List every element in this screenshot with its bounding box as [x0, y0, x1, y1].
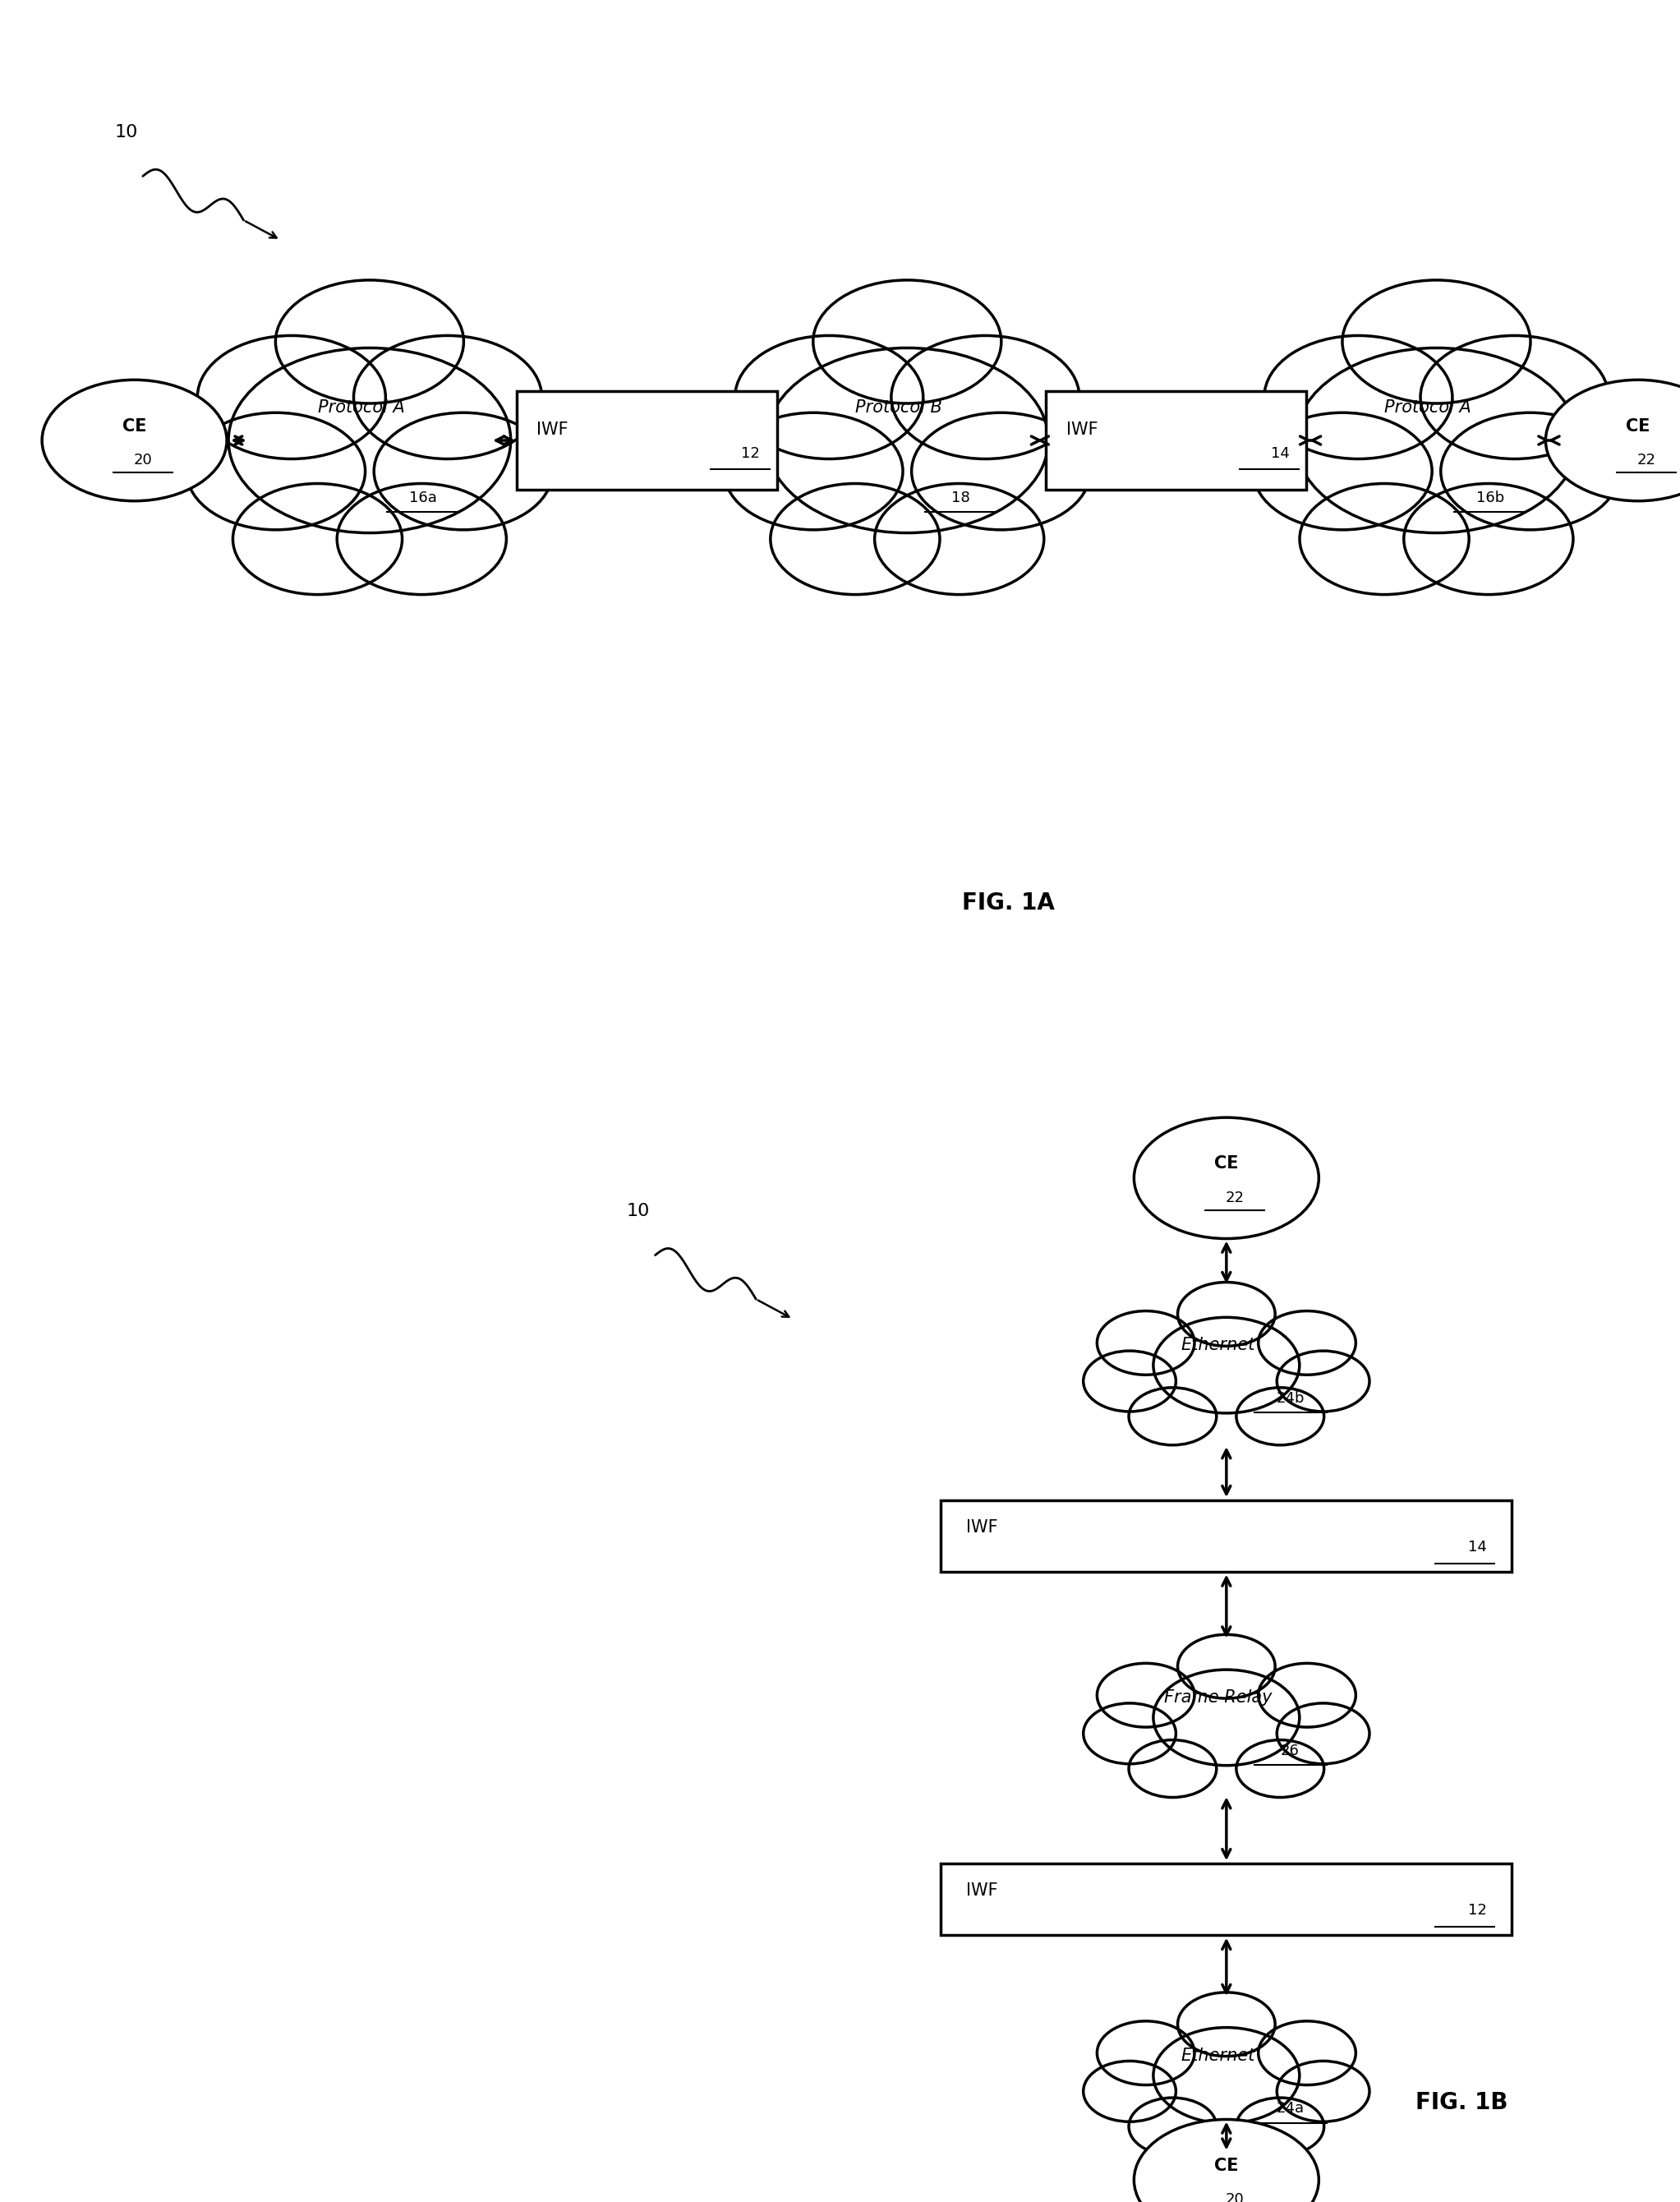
Circle shape: [1258, 1663, 1356, 1726]
Text: 22: 22: [1636, 454, 1656, 467]
Text: 10: 10: [627, 1202, 650, 1220]
Circle shape: [1263, 335, 1452, 458]
Text: Ethernet: Ethernet: [1181, 2048, 1255, 2063]
Text: 20: 20: [1225, 2193, 1245, 2202]
Text: 14: 14: [1270, 447, 1289, 460]
Circle shape: [766, 348, 1048, 533]
Circle shape: [1342, 280, 1530, 403]
Circle shape: [875, 484, 1043, 595]
Circle shape: [1129, 1387, 1216, 1445]
Circle shape: [771, 484, 939, 595]
Text: Protocol A: Protocol A: [318, 399, 405, 416]
Text: FIG. 1A: FIG. 1A: [961, 892, 1055, 914]
Circle shape: [1152, 1669, 1299, 1766]
Circle shape: [1152, 2028, 1299, 2123]
Circle shape: [1546, 381, 1680, 500]
Text: CE: CE: [1215, 1156, 1238, 1171]
Circle shape: [197, 335, 385, 458]
Text: 26: 26: [1280, 1744, 1300, 1757]
Text: 22: 22: [1225, 1191, 1245, 1204]
Circle shape: [1134, 2118, 1319, 2202]
Text: FIG. 1B: FIG. 1B: [1415, 2092, 1509, 2114]
Circle shape: [1236, 1387, 1324, 1445]
Circle shape: [1277, 2061, 1369, 2123]
Circle shape: [1420, 335, 1608, 458]
Text: IWF: IWF: [966, 1519, 998, 1535]
Bar: [941, 1500, 1512, 1572]
Circle shape: [1129, 2099, 1216, 2156]
Circle shape: [912, 412, 1090, 531]
Circle shape: [1178, 1282, 1275, 1345]
Circle shape: [1258, 2021, 1356, 2085]
Circle shape: [1277, 1702, 1369, 1764]
Text: 12: 12: [741, 447, 759, 460]
Circle shape: [186, 412, 365, 531]
Circle shape: [1152, 1317, 1299, 1414]
Circle shape: [1236, 1740, 1324, 1797]
Text: 16a: 16a: [410, 491, 437, 504]
Text: Protocol B: Protocol B: [855, 399, 942, 416]
Circle shape: [1097, 2021, 1194, 2085]
Circle shape: [1236, 2099, 1324, 2156]
Circle shape: [1129, 1740, 1216, 1797]
Text: CE: CE: [123, 418, 146, 434]
Bar: [1045, 392, 1305, 491]
Text: IWF: IWF: [1065, 421, 1097, 438]
Text: 18: 18: [951, 491, 971, 504]
Bar: [516, 392, 776, 491]
Text: CE: CE: [1626, 418, 1650, 434]
Bar: [941, 1863, 1512, 1936]
Text: Protocol A: Protocol A: [1384, 399, 1472, 416]
Circle shape: [1134, 1116, 1319, 1238]
Text: 12: 12: [1468, 1903, 1487, 1918]
Circle shape: [1295, 348, 1578, 533]
Text: CE: CE: [1215, 2158, 1238, 2173]
Circle shape: [736, 335, 924, 458]
Circle shape: [1084, 2061, 1176, 2123]
Circle shape: [1097, 1310, 1194, 1374]
Circle shape: [1404, 484, 1572, 595]
Text: 24a: 24a: [1277, 2101, 1304, 2116]
Circle shape: [276, 280, 464, 403]
Circle shape: [1084, 1350, 1176, 1411]
Circle shape: [1084, 1702, 1176, 1764]
Circle shape: [375, 412, 553, 531]
Text: Ethernet: Ethernet: [1181, 1337, 1255, 1354]
Text: 10: 10: [114, 123, 138, 141]
Text: Frame Relay: Frame Relay: [1164, 1689, 1272, 1707]
Circle shape: [1253, 412, 1431, 531]
Circle shape: [813, 280, 1001, 403]
Circle shape: [234, 484, 402, 595]
Circle shape: [42, 381, 227, 500]
Circle shape: [1258, 1310, 1356, 1374]
Circle shape: [1300, 484, 1468, 595]
Circle shape: [228, 348, 511, 533]
Text: 24b: 24b: [1277, 1392, 1304, 1405]
Circle shape: [724, 412, 902, 531]
Circle shape: [1441, 412, 1620, 531]
Text: IWF: IWF: [538, 421, 568, 438]
Circle shape: [1178, 1993, 1275, 2057]
Circle shape: [338, 484, 506, 595]
Text: IWF: IWF: [966, 1883, 998, 1898]
Text: 16b: 16b: [1477, 491, 1504, 504]
Circle shape: [892, 335, 1079, 458]
Circle shape: [1097, 1663, 1194, 1726]
Text: 20: 20: [133, 454, 153, 467]
Text: 14: 14: [1468, 1539, 1487, 1555]
Circle shape: [1277, 1350, 1369, 1411]
Circle shape: [1178, 1634, 1275, 1698]
Circle shape: [354, 335, 541, 458]
